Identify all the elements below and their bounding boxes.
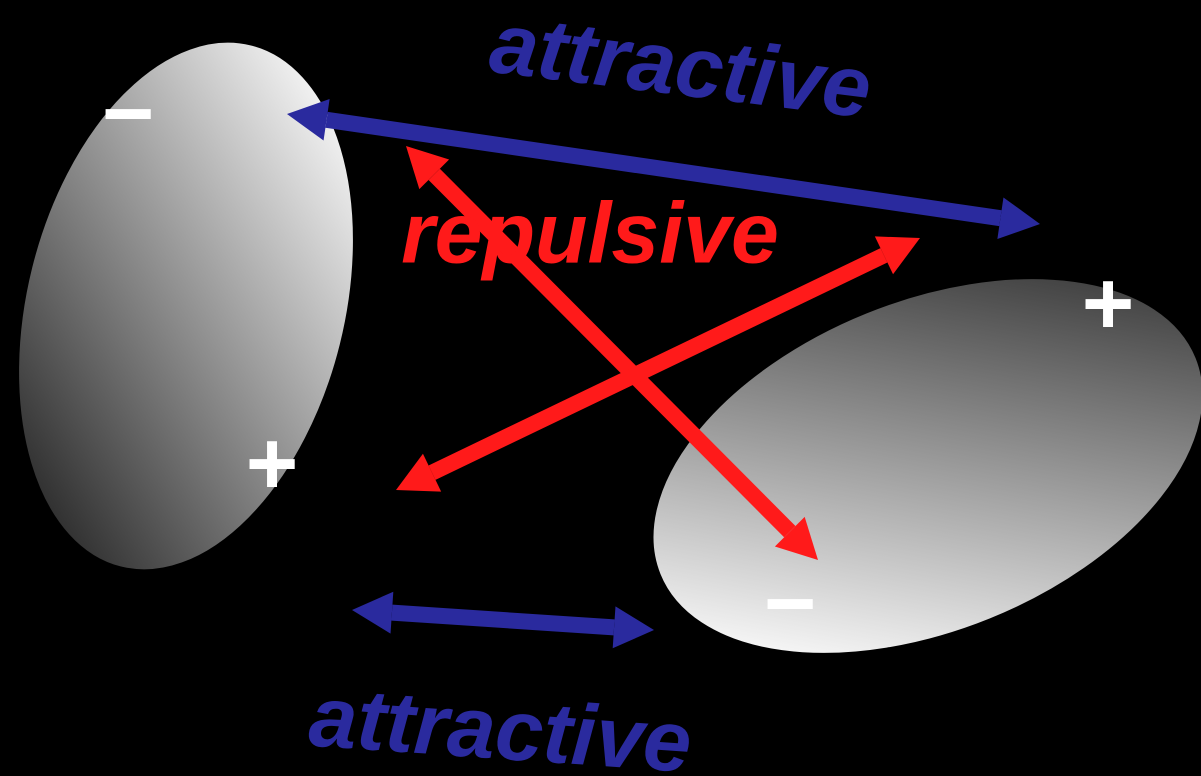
attractive-arrow-bottom bbox=[352, 592, 654, 649]
left-minus-symbol: − bbox=[102, 64, 155, 164]
attractive-label-bottom: attractive bbox=[306, 669, 694, 776]
left-plus-symbol: + bbox=[246, 414, 299, 514]
repulsive-label: repulsive bbox=[401, 186, 779, 282]
right-minus-symbol: − bbox=[764, 554, 817, 654]
right-plus-symbol: + bbox=[1082, 254, 1135, 354]
attractive-label-top: attractive bbox=[485, 0, 876, 137]
left-dipole-ellipse bbox=[0, 5, 407, 606]
